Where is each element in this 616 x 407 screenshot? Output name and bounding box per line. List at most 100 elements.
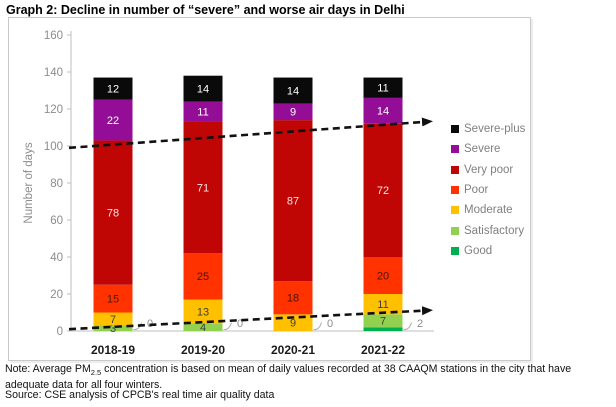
y-tick-label: 120	[44, 104, 63, 116]
bar-segment-poor	[273, 281, 313, 315]
callout-label: 2	[417, 318, 423, 330]
callout-label: 0	[327, 318, 333, 330]
legend-label: Severe-plus	[464, 123, 526, 136]
bar-segment-severe	[183, 101, 223, 122]
x-axis-label: 2021-22	[361, 343, 405, 357]
bar-segment-label: 15	[107, 293, 119, 305]
bar-segment-label: 18	[287, 293, 299, 305]
bar-segment-label: 4	[200, 322, 206, 334]
y-axis-title: Number of days	[23, 142, 35, 224]
bar-segment-very-poor	[273, 120, 313, 282]
chart-frame: 02040608010012014016037157822122018-1904…	[8, 17, 531, 361]
bar-segment-severe-plus	[93, 77, 133, 100]
bar-segment-moderate	[363, 294, 403, 315]
legend-item-moderate: Moderate	[451, 200, 525, 220]
bar-segment-moderate	[93, 312, 133, 326]
footnote-text: Note: Average PM	[5, 363, 91, 375]
legend-label: Moderate	[464, 204, 513, 217]
legend-swatch-icon	[451, 206, 459, 215]
bar-segment-satisfactory	[363, 314, 403, 328]
bar-segment-label: 20	[377, 270, 389, 282]
legend-item-satisfactory: Satisfactory	[451, 220, 525, 240]
y-tick-label: 140	[44, 67, 63, 79]
x-axis-label: 2019-20	[181, 343, 225, 357]
bar-segment-label: 22	[107, 115, 119, 127]
callout-label: 0	[237, 318, 243, 330]
bar-segment-severe-plus	[273, 77, 313, 104]
y-tick-label: 100	[44, 141, 63, 153]
bar-segment-very-poor	[183, 121, 223, 254]
legend-label: Severe	[464, 143, 501, 156]
footnote: Note: Average PM2.5 concentration is bas…	[5, 363, 612, 392]
bar-segment-poor	[363, 257, 403, 294]
bar-segment-label: 14	[287, 85, 299, 97]
legend-item-poor: Poor	[451, 180, 525, 200]
bar-segment-label: 71	[197, 182, 209, 194]
bar-segment-moderate	[273, 314, 313, 331]
bar-segment-severe-plus	[363, 77, 403, 98]
callout-leader	[133, 322, 142, 331]
bar-segment-label: 13	[197, 306, 209, 318]
bar-segment-label: 3	[110, 323, 116, 335]
bar-segment-poor	[93, 284, 133, 313]
bar-segment-severe	[363, 97, 403, 124]
legend-item-good: Good	[451, 241, 525, 261]
bar-segment-label: 11	[197, 107, 208, 119]
y-tick-label: 40	[50, 252, 63, 264]
bar-segment-very-poor	[363, 123, 403, 257]
callout-leader	[403, 322, 412, 331]
bar-segment-moderate	[183, 299, 223, 324]
bar-segment-label: 9	[290, 317, 296, 329]
y-tick-label: 160	[44, 30, 63, 42]
chart-title: Graph 2: Decline in number of “severe” a…	[6, 3, 405, 17]
bar-segment-label: 11	[377, 83, 388, 95]
legend-swatch-icon	[451, 125, 459, 134]
trend-arrow-lower	[68, 306, 433, 331]
bar-segment-satisfactory	[183, 323, 223, 331]
callout-leader	[313, 322, 322, 331]
bar-segment-severe	[273, 103, 313, 121]
bar-segment-very-poor	[93, 140, 133, 285]
bar-segment-label: 14	[197, 83, 209, 95]
x-axis-label: 2018-19	[91, 343, 135, 357]
bar-segment-severe-plus	[183, 75, 223, 102]
bar-segment-label: 7	[380, 316, 386, 328]
bar-segment-severe	[93, 99, 133, 141]
legend-item-very-poor: Very poor	[451, 160, 525, 180]
bar-segment-satisfactory	[93, 325, 133, 331]
trend-arrow-upper	[68, 117, 433, 150]
bar-segment-label: 11	[377, 299, 388, 311]
bar-segment-label: 72	[377, 185, 389, 197]
footnote-subscript: 2.5	[90, 368, 102, 378]
source-line: Source: CSE analysis of CPCB's real time…	[5, 389, 275, 401]
y-tick-label: 20	[50, 289, 63, 301]
plot-area: 02040608010012014016037157822122018-1904…	[44, 30, 434, 357]
bar-segment-label: 14	[377, 106, 389, 118]
bar-segment-good	[363, 327, 403, 331]
legend-label: Poor	[464, 184, 489, 197]
legend: Severe-plus Severe Very poor Poor Moderate Sa…	[451, 119, 525, 261]
y-tick-label: 60	[50, 215, 63, 227]
legend-item-severe: Severe	[451, 139, 525, 159]
callout-leader	[223, 322, 232, 331]
legend-swatch-icon	[451, 246, 459, 255]
legend-item-severe-plus: Severe-plus	[451, 119, 525, 139]
bar-segment-poor	[183, 253, 223, 300]
bar-segment-label: 25	[197, 271, 209, 283]
legend-label: Very poor	[464, 163, 514, 176]
legend-label: Satisfactory	[464, 224, 525, 237]
legend-swatch-icon	[451, 186, 459, 195]
legend-label: Good	[464, 244, 493, 257]
bar-segment-label: 7	[110, 314, 116, 326]
bar-segment-label: 12	[107, 83, 119, 95]
x-axis-label: 2020-21	[271, 343, 315, 357]
y-tick-label: 0	[57, 326, 63, 338]
bar-segment-label: 87	[287, 195, 299, 207]
footnote-text-cont: concentration is based on mean of daily …	[5, 363, 572, 392]
y-tick-label: 80	[50, 178, 63, 190]
legend-swatch-icon	[451, 226, 459, 235]
legend-swatch-icon	[451, 145, 459, 154]
bar-segment-label: 78	[107, 207, 119, 219]
legend-swatch-icon	[451, 165, 459, 174]
